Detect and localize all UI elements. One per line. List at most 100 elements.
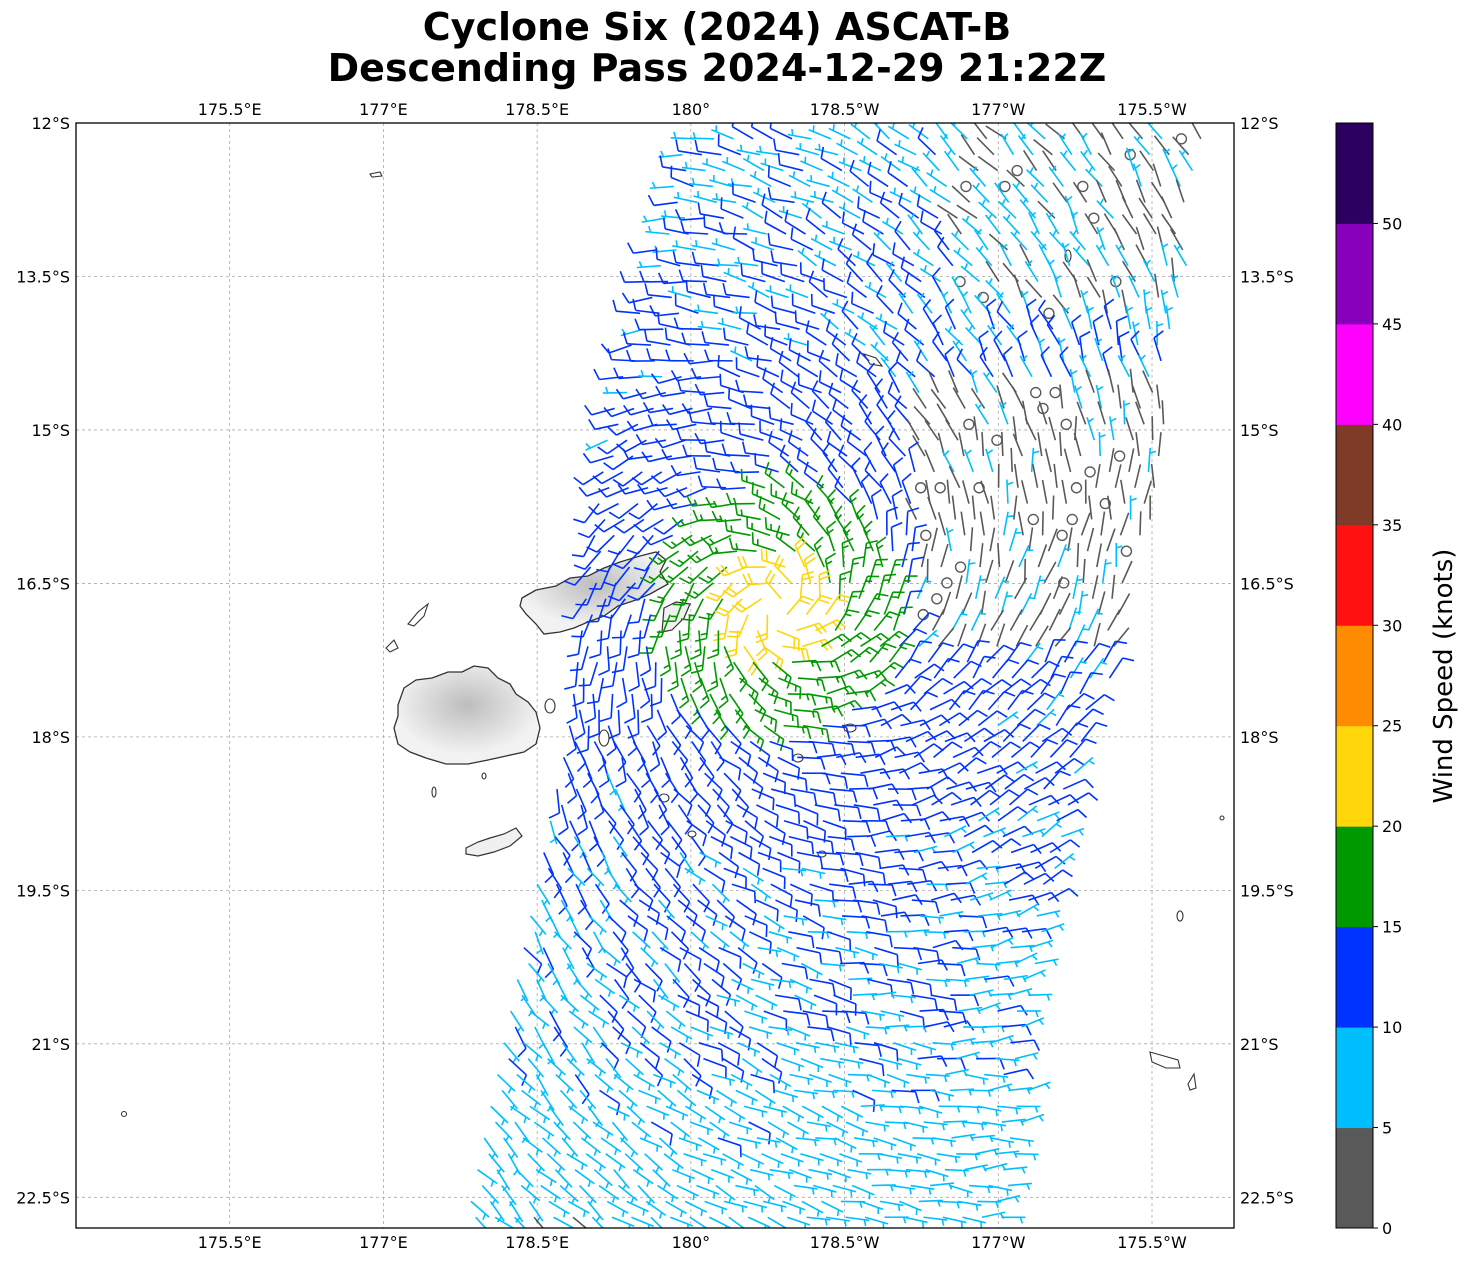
wind-barb [770,382,791,410]
wind-barb [987,690,1016,711]
wind-barb [1007,1182,1032,1190]
wind-barb [1074,385,1083,409]
wind-barb [1191,123,1202,140]
wind-barb [864,281,887,299]
wind-barb [1135,179,1146,203]
wind-barb [861,915,888,932]
wind-barb [911,524,927,552]
wind-barb [996,1194,1021,1203]
wind-barb [727,178,752,188]
wind-barb [775,1137,798,1154]
wind-barb [839,1057,864,1069]
wind-barb [724,915,746,942]
wind-barb [633,978,657,1003]
wind-barb [598,1184,620,1203]
wind-barb [997,711,1019,727]
wind-barb [834,804,862,820]
wind-barb [1134,464,1142,488]
wind-barb [804,489,820,520]
wind-barb [742,154,765,172]
wind-barb [1062,778,1094,790]
wind-barb [712,457,740,473]
wind-barb [680,646,692,677]
wind-barb [801,638,833,651]
wind-barb [839,368,861,394]
wind-barb [608,709,621,740]
wind-barb [722,1153,744,1170]
wind-barb [926,883,951,891]
wind-barb [729,835,753,860]
calm-marker [1113,450,1126,462]
wind-barb [938,1105,963,1113]
wind-barb [711,125,734,140]
wind-barb [911,165,928,187]
wind-barb [879,473,892,504]
wind-barb [855,851,882,870]
wind-barb [1137,354,1150,378]
wind-barb [676,614,691,643]
wind-barb [716,994,741,1007]
wind-barb [1020,1113,1045,1123]
wind-barb [653,518,684,535]
wind-barb [594,1073,614,1093]
wind-barb [757,756,779,783]
wind-barb [613,741,627,772]
island-small-8 [1176,910,1184,922]
wind-barb [652,1169,671,1189]
wind-barb [626,566,650,590]
wind-barb [717,354,741,378]
wind-barb [651,1026,672,1053]
colorbar-tick-label: 15 [1382,918,1402,937]
wind-barb [821,1105,844,1122]
wind-barb [1100,132,1112,156]
wind-barb [750,123,773,140]
wind-barb [571,1249,590,1264]
wind-barb [645,1200,667,1219]
wind-barb [873,1042,899,1062]
wind-barb [665,349,694,362]
wind-barb [1123,400,1131,425]
wind-barb [761,1058,783,1084]
lon-tick-label-top: 175.5°W [1117,100,1187,119]
wind-barb [933,657,960,679]
lat-tick-label-left: 13.5°S [16,267,70,286]
wind-barb [969,527,974,552]
wind-barb [1029,939,1054,949]
wind-barb [974,402,990,425]
wind-barb [834,1137,857,1153]
wind-barb [795,804,819,826]
wind-barb [891,489,903,520]
wind-barb [898,628,928,647]
wind-barb [639,270,668,283]
wind-barb [557,804,569,836]
wind-barb [917,1153,941,1166]
wind-barb [969,892,994,901]
wind-barb [1041,479,1048,504]
wind-barb [974,575,987,599]
wind-barb [755,899,779,922]
lon-tick-label-bottom: 180° [672,1233,711,1252]
wind-barb [690,131,715,140]
wind-barb [996,1105,1022,1115]
wind-barb [529,1010,550,1030]
wind-barb [707,542,738,555]
wind-barb [626,1200,649,1216]
wind-barb [579,994,600,1014]
wind-barb [739,677,759,705]
wind-barb [1142,213,1157,235]
wind-barb [925,1168,949,1182]
wind-barb [985,260,1000,283]
wind-barb [1061,242,1071,266]
wind-barb [697,1137,720,1154]
wind-barb [860,768,891,780]
wind-barb [827,171,850,188]
wind-barb [1048,794,1080,806]
wind-barb [1154,273,1160,298]
wind-barb [899,1200,922,1216]
wind-barb [859,867,886,885]
wind-barb [1117,384,1122,409]
wind-barb [611,1121,629,1143]
wind-barb [749,740,771,768]
wind-barb [828,1073,852,1088]
wind-barb [821,220,845,235]
